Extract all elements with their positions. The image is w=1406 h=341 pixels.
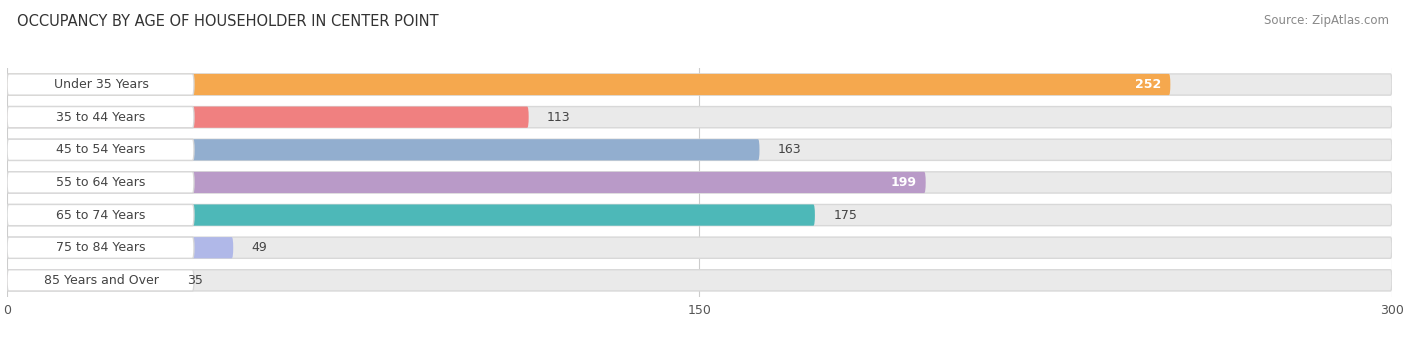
FancyBboxPatch shape — [7, 205, 194, 226]
Text: OCCUPANCY BY AGE OF HOUSEHOLDER IN CENTER POINT: OCCUPANCY BY AGE OF HOUSEHOLDER IN CENTE… — [17, 14, 439, 29]
Text: 75 to 84 Years: 75 to 84 Years — [56, 241, 146, 254]
FancyBboxPatch shape — [7, 270, 194, 291]
FancyBboxPatch shape — [7, 237, 1392, 258]
FancyBboxPatch shape — [7, 270, 1392, 291]
FancyBboxPatch shape — [7, 172, 925, 193]
FancyBboxPatch shape — [7, 205, 815, 226]
FancyBboxPatch shape — [7, 237, 233, 258]
Text: 163: 163 — [778, 143, 801, 156]
Text: 65 to 74 Years: 65 to 74 Years — [56, 209, 146, 222]
Text: 85 Years and Over: 85 Years and Over — [44, 274, 159, 287]
Text: 49: 49 — [252, 241, 267, 254]
Text: 199: 199 — [890, 176, 917, 189]
FancyBboxPatch shape — [7, 74, 1392, 95]
FancyBboxPatch shape — [7, 139, 194, 160]
FancyBboxPatch shape — [7, 270, 169, 291]
Text: 55 to 64 Years: 55 to 64 Years — [56, 176, 146, 189]
FancyBboxPatch shape — [7, 139, 759, 160]
Text: 35 to 44 Years: 35 to 44 Years — [56, 111, 146, 124]
FancyBboxPatch shape — [7, 106, 194, 128]
FancyBboxPatch shape — [7, 106, 529, 128]
Text: 113: 113 — [547, 111, 571, 124]
FancyBboxPatch shape — [7, 74, 194, 95]
Text: 252: 252 — [1135, 78, 1161, 91]
Text: 45 to 54 Years: 45 to 54 Years — [56, 143, 146, 156]
FancyBboxPatch shape — [7, 139, 1392, 160]
Text: Source: ZipAtlas.com: Source: ZipAtlas.com — [1264, 14, 1389, 27]
FancyBboxPatch shape — [7, 74, 1170, 95]
FancyBboxPatch shape — [7, 172, 1392, 193]
FancyBboxPatch shape — [7, 205, 1392, 226]
Text: 175: 175 — [834, 209, 858, 222]
FancyBboxPatch shape — [7, 237, 194, 258]
Text: 35: 35 — [187, 274, 202, 287]
FancyBboxPatch shape — [7, 172, 194, 193]
FancyBboxPatch shape — [7, 106, 1392, 128]
Text: Under 35 Years: Under 35 Years — [53, 78, 149, 91]
